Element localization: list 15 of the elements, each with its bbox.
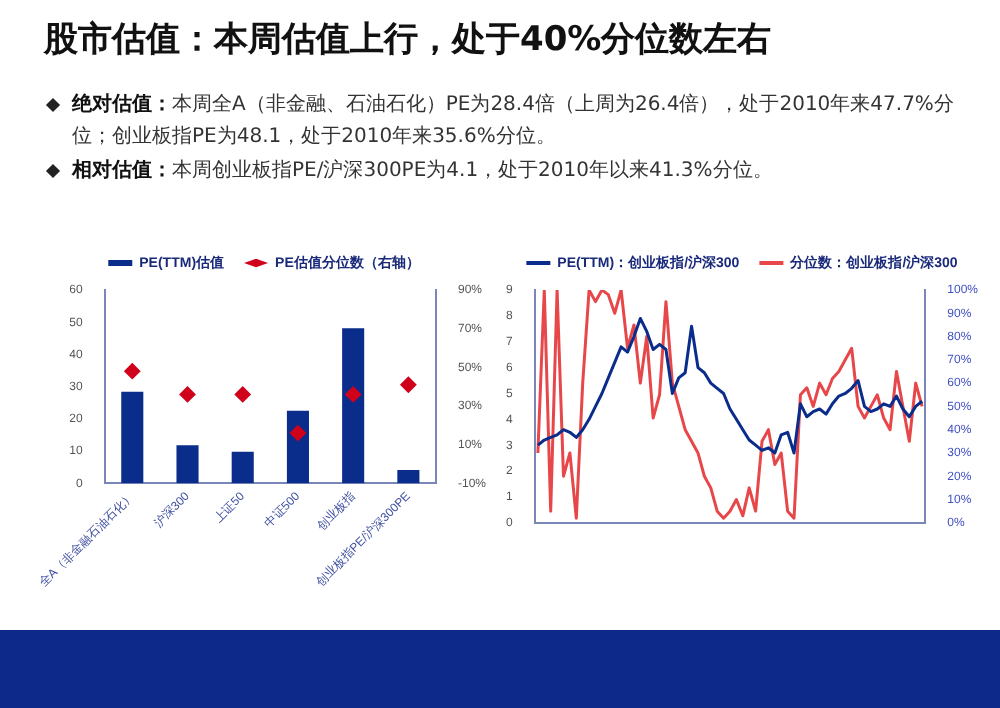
bar [231,451,254,484]
bar [121,391,144,484]
point [289,425,306,442]
bar [176,445,199,484]
point [124,363,141,380]
point [234,386,251,403]
text: 绝对估值：本周全A（非金融、石油石化）PE为28.4倍（上周为26.4倍），处于2010年来47.7%分位；创业板指PE为48.1，处于2010年来35.6%分位。 [69,91,956,152]
point [179,386,196,403]
bar [397,470,420,484]
point [345,386,362,403]
bar [286,410,309,484]
text: 股市估值：本周估值上行，处于40%分位数左右 [44,18,774,62]
bar [342,328,365,484]
point [400,376,417,393]
text: 相对估值：本周创业板指PE/沪深300PE为4.1，处于2010年以来41.3%分位。 [69,157,775,186]
